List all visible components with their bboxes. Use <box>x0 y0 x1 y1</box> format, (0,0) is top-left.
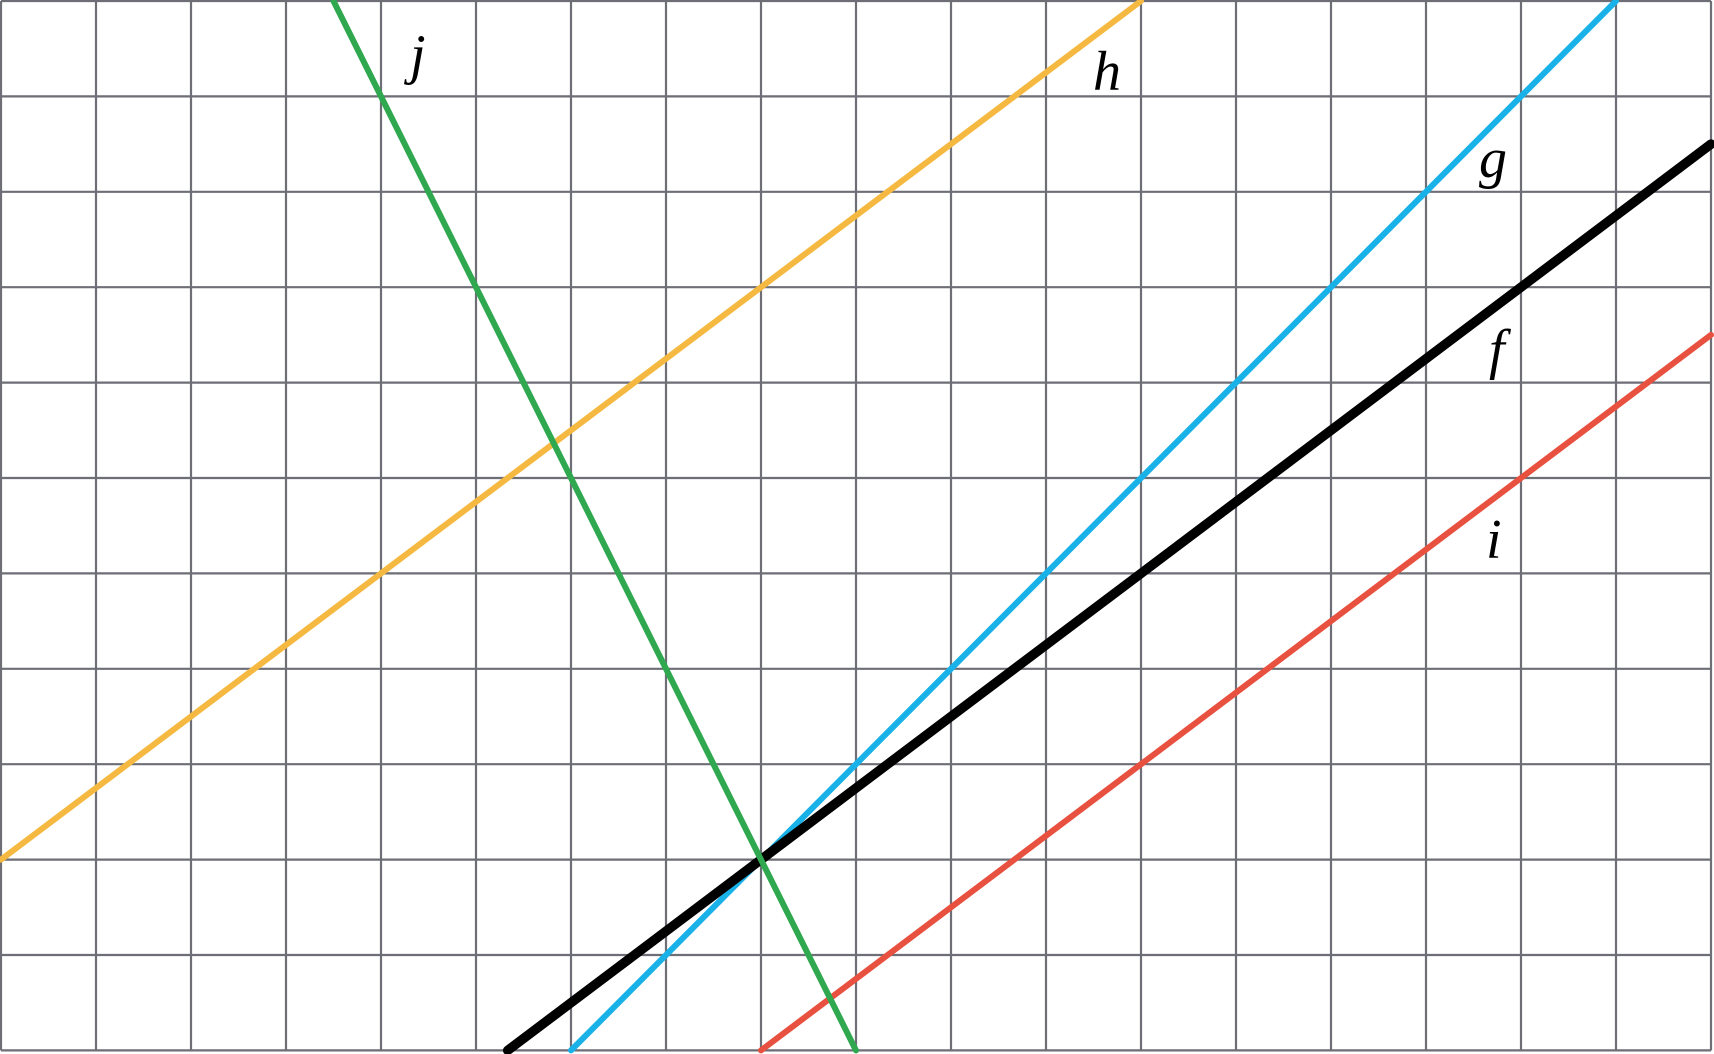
svg-text:i: i <box>1486 509 1502 571</box>
svg-text:f: f <box>1489 319 1512 381</box>
svg-text:j: j <box>404 24 426 86</box>
svg-text:h: h <box>1093 41 1121 103</box>
svg-text:g: g <box>1479 128 1507 190</box>
